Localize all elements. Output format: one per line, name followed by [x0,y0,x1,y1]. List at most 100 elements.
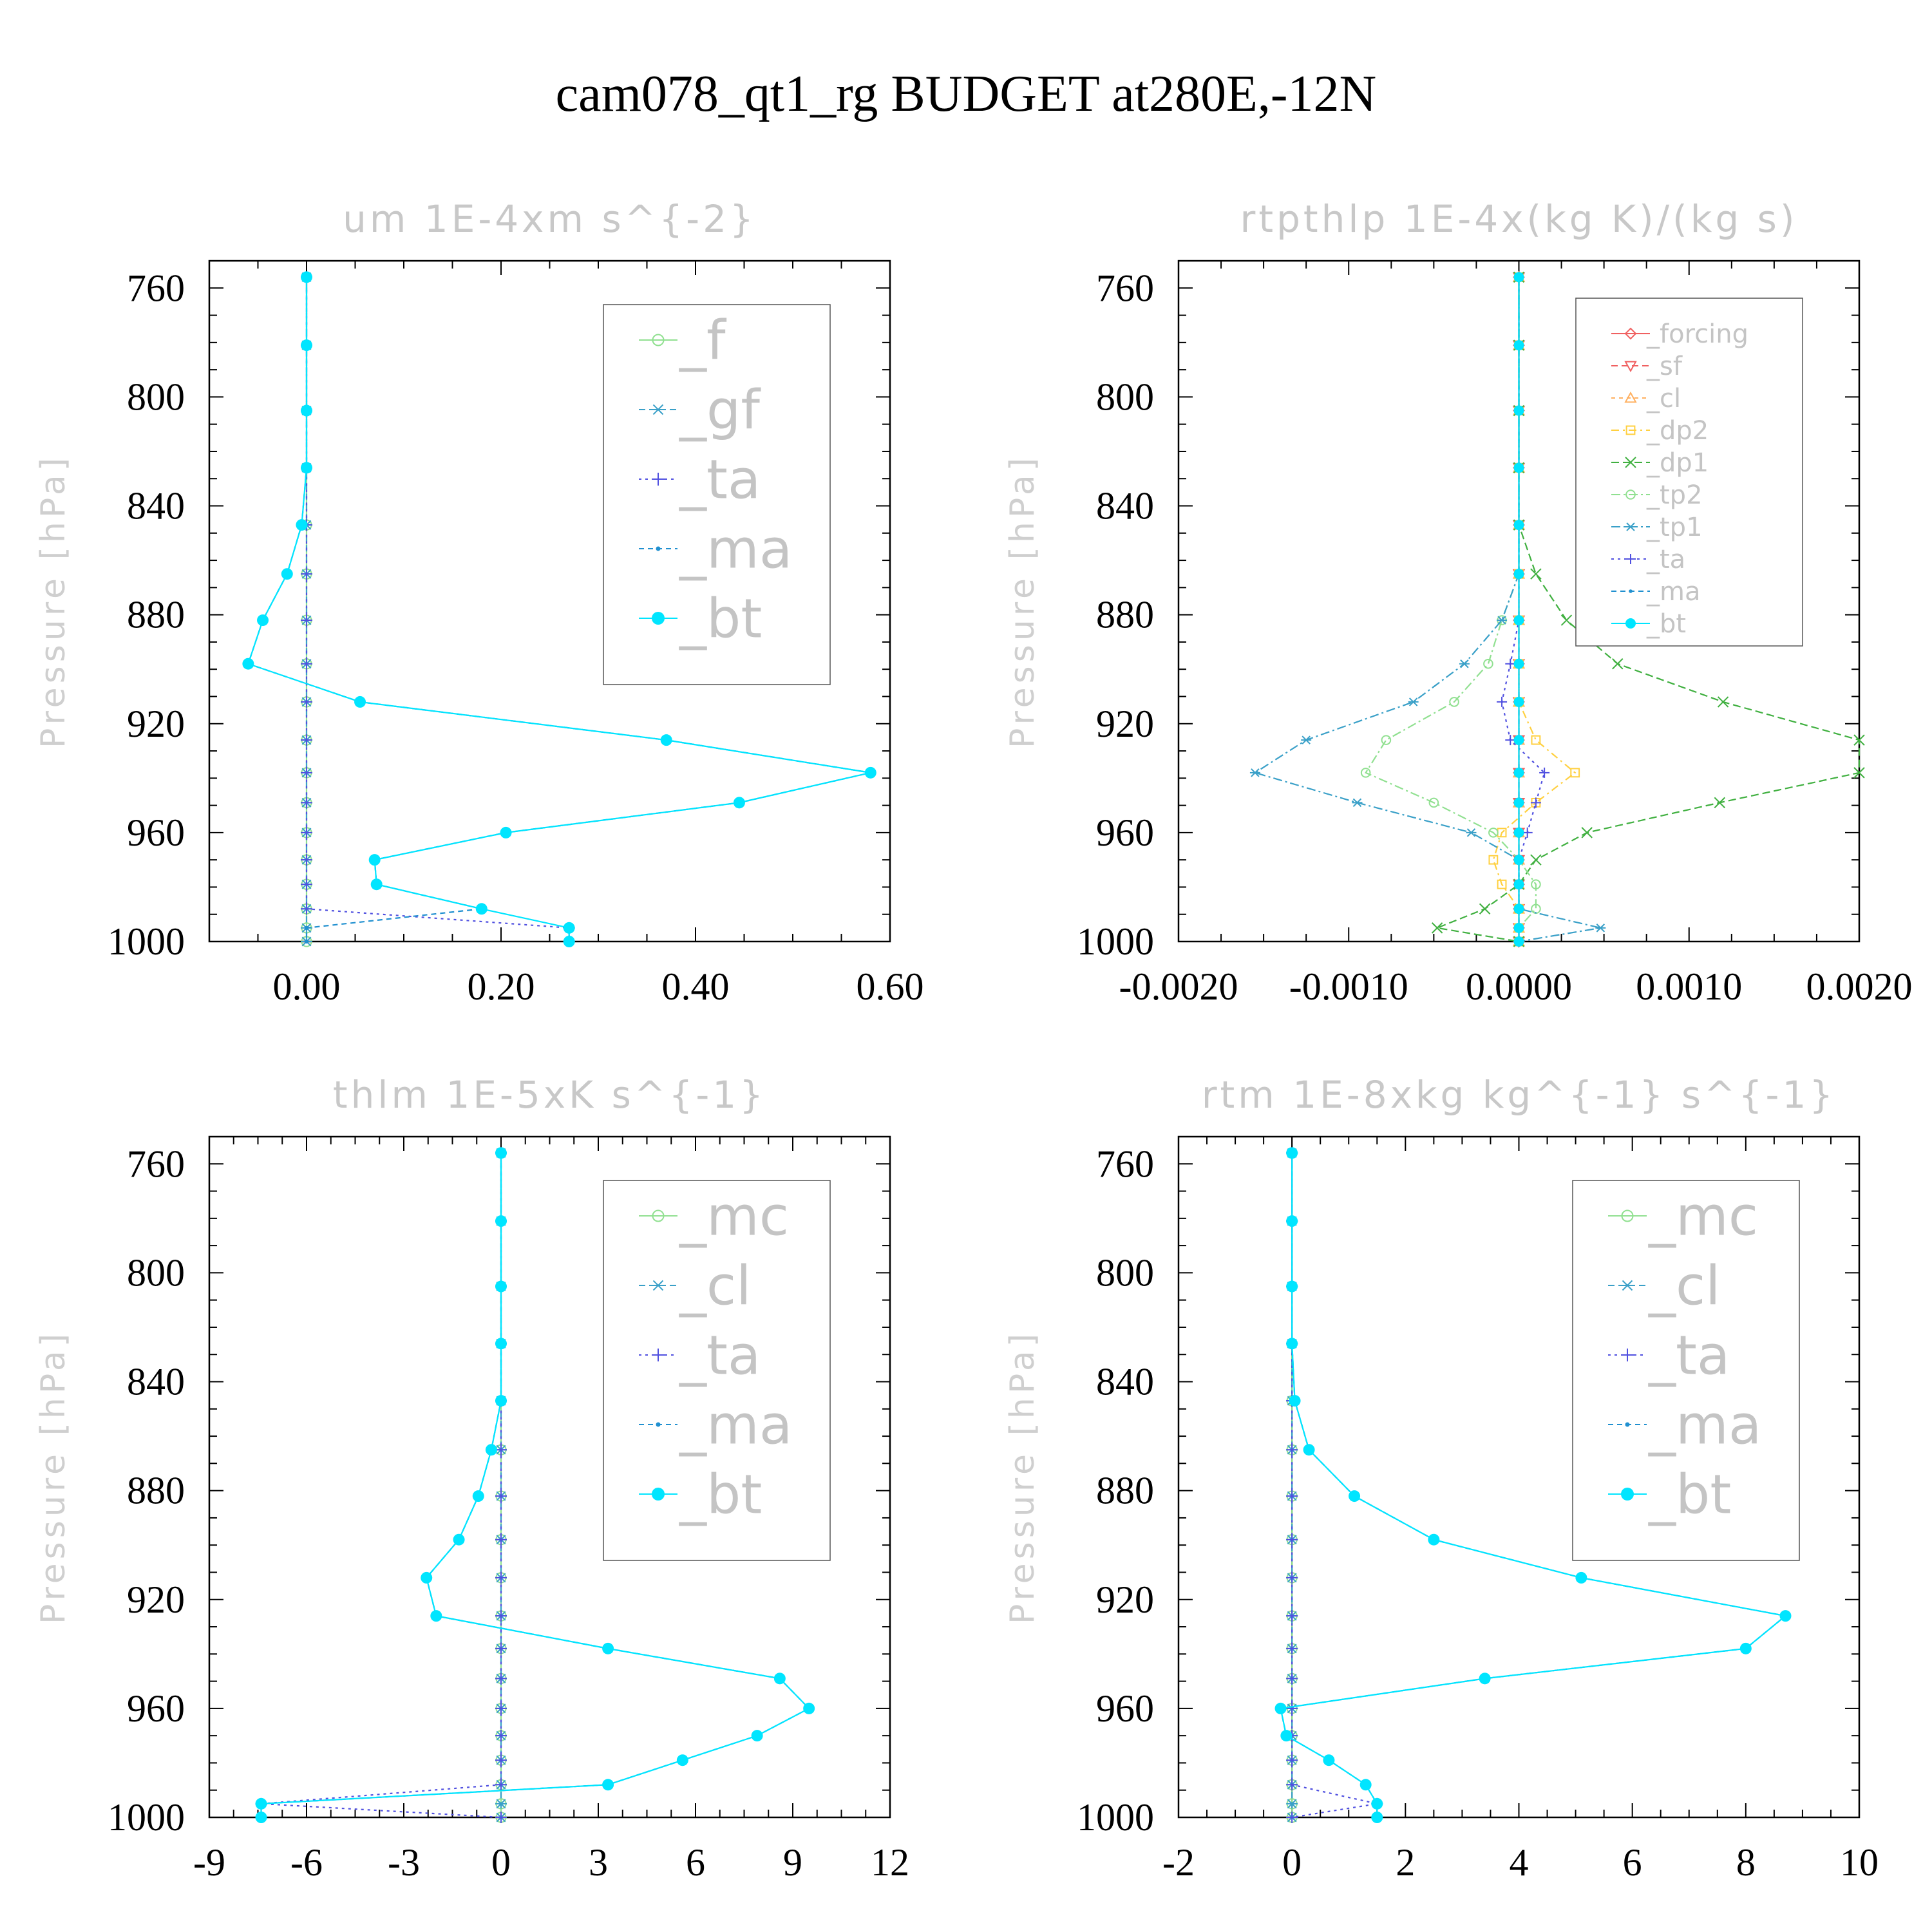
data-point [1371,1797,1383,1810]
data-point [1531,735,1541,745]
legend-marker [1625,522,1636,531]
data-point [1513,696,1524,707]
data-point [485,1444,497,1456]
legend-entry: _ma [1611,577,1700,607]
legend: _forcing _sf _cl _dp2_dp1_tp2 _tp1 _ta _ma_bt [1575,298,1803,647]
legend-label: _sf [1646,352,1683,381]
x-tick-label: 0 [1282,1841,1302,1884]
legend-entry: _ta [1608,1323,1730,1387]
legend: _mc _cl_ta_ma _bt [1572,1180,1800,1561]
legend-marker [1621,1209,1634,1222]
data-point [1513,767,1524,778]
data-point [1539,767,1550,778]
legend-entry: _cl [1608,1254,1721,1317]
data-point [475,903,488,915]
legend-label: _f [679,308,727,372]
legend-label: _bt [1646,609,1686,639]
data-point [1286,1147,1298,1159]
x-tick-label: 8 [1736,1841,1756,1884]
data-point [421,1571,433,1584]
data-point [495,1642,507,1654]
legend-label: _mc [679,1184,789,1247]
data-point [281,568,293,580]
data-point [301,797,312,809]
legend-box [1575,298,1803,647]
legend-entry: _mc [1608,1184,1758,1247]
data-point [1575,1571,1587,1584]
data-point [255,1797,267,1810]
legend-box [603,1180,831,1561]
data-point [1459,659,1470,668]
legend-entry: _dp1 [1611,448,1709,478]
data-point [563,936,575,947]
legend-label: _bt [679,587,762,650]
data-point [495,1812,507,1823]
legend-box [603,304,831,685]
chart-panel-um: um 1E-4xm s^{-2} Pressure [hPa] 760 800 840 8… [34,197,924,1008]
legend-entry: _bt [1611,609,1686,639]
data-point [430,1610,442,1622]
data-point [500,826,512,838]
legend-marker [1629,589,1633,593]
data-point [1513,855,1524,866]
legend-label: _ta [679,1323,761,1387]
data-point [1513,405,1524,416]
data-point [1352,798,1363,808]
data-point [864,766,876,779]
legend-marker [1621,1349,1634,1361]
data-point [1513,936,1524,947]
y-tick-label: 960 [1096,811,1154,854]
legend-marker [656,546,661,551]
legend-label: _cl [1646,384,1681,413]
data-point [1513,827,1524,838]
data-point [1739,1642,1752,1654]
legend-label: _forcing [1646,319,1748,349]
data-point [301,766,312,779]
data-point [1371,1812,1383,1823]
data-point [1513,340,1524,351]
data-point [301,568,312,580]
y-tick-label: 880 [127,594,185,636]
series-bt [255,1147,815,1823]
data-point [1497,616,1508,625]
data-point [602,1779,614,1791]
x-tick-label: 0.0020 [1806,965,1913,1008]
x-tick-label: 0.0000 [1466,965,1572,1008]
chart-panel-thlm: thlm 1E-5xK s^{-1} Pressure [hPa] 760 800 84… [34,1073,909,1884]
y-axis-label: Pressure [hPa] [34,454,73,748]
data-point [1530,797,1541,808]
series-line [305,277,570,942]
data-point [1381,735,1392,745]
data-point [495,1147,507,1159]
legend-entry: _cl [1611,384,1681,413]
series-line [1365,277,1537,942]
series-line [1501,277,1546,942]
series-tp2 [1360,272,1541,947]
data-point [495,1444,507,1456]
series-ta [1286,1147,1383,1823]
x-tick-label: 0.00 [273,965,341,1008]
data-point [1612,658,1624,670]
x-tick-label: -6 [290,1841,323,1884]
series-line [261,1153,502,1819]
data-point [1488,828,1499,838]
y-tick-label: 760 [1096,267,1154,309]
data-point [495,1533,507,1546]
series-tp1 [1249,272,1606,946]
data-point [296,519,308,531]
data-point [1280,1730,1293,1742]
legend-label: _dp1 [1646,448,1709,478]
data-point [301,404,312,417]
data-point [495,1490,507,1502]
data-point [301,734,312,746]
y-tick-label: 1000 [1077,920,1154,963]
x-tick-label: -3 [388,1841,420,1884]
data-point [1303,1444,1315,1456]
data-point [1428,1533,1440,1546]
chart-panels: um 1E-4xm s^{-2}Pressure [hPa]7608008408… [34,197,1913,1884]
legend-entry: _ta [639,1323,761,1387]
data-point [495,1571,507,1584]
data-point [301,614,312,627]
legend-label: _bt [1648,1463,1731,1526]
legend-marker [1625,618,1636,629]
